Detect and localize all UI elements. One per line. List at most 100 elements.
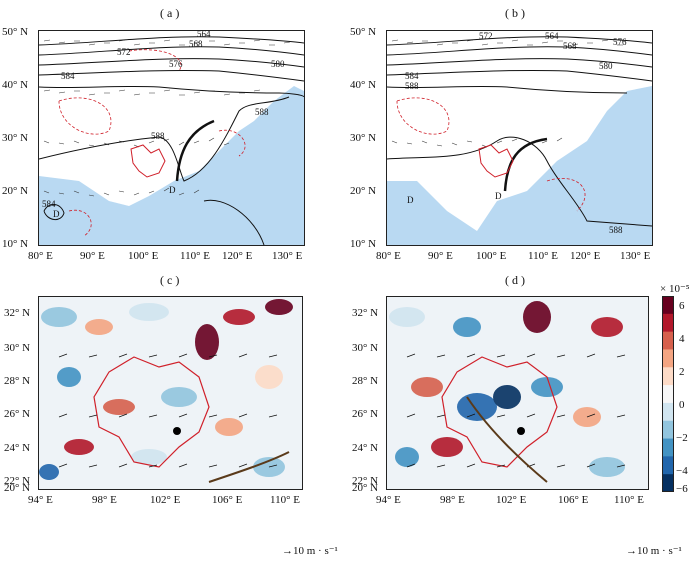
colorbar-segment xyxy=(662,420,674,440)
colorbar-segment xyxy=(662,296,674,315)
y-tick: 24° N xyxy=(4,442,31,454)
colorbar-segment xyxy=(662,438,674,457)
vorticity-map-c xyxy=(39,297,302,489)
colorbar-tick: 6 xyxy=(679,300,685,312)
panel-label-d: ( d ) xyxy=(505,273,525,287)
y-tick: 22° N xyxy=(4,475,31,487)
colorbar-tick: 2 xyxy=(679,366,685,378)
y-tick: 10° N xyxy=(2,238,29,250)
province-outline-d xyxy=(441,356,558,468)
y-tick: 50° N xyxy=(2,26,29,38)
contour-label: 572 xyxy=(479,31,493,41)
x-tick: 120° E xyxy=(570,250,601,262)
x-tick: 106° E xyxy=(212,494,243,506)
colorbar-tick: 4 xyxy=(679,333,685,345)
contour-label: 568 xyxy=(563,41,577,51)
blue-shading-b xyxy=(387,86,652,245)
contour-label: 588 xyxy=(609,225,623,235)
x-tick: 110° E xyxy=(180,250,210,262)
red-contours-a xyxy=(58,49,246,237)
province-outline-c xyxy=(93,356,210,468)
contour-label: 576 xyxy=(169,59,183,69)
y-tick: 20° N xyxy=(2,185,29,197)
x-tick: 80° E xyxy=(28,250,53,262)
y-tick: 40° N xyxy=(350,79,377,91)
vorticity-map-d xyxy=(387,297,648,489)
panel-label-b: ( b ) xyxy=(505,6,525,20)
x-tick: 102° E xyxy=(150,494,181,506)
x-tick: 98° E xyxy=(440,494,465,506)
x-tick: 98° E xyxy=(92,494,117,506)
colorbar-segment xyxy=(662,313,674,333)
colorbar-exponent: × 10⁻⁵ xyxy=(660,283,690,295)
colorbar-tick: −4 xyxy=(676,465,688,477)
contour-label: 564 xyxy=(545,31,559,41)
trough-line-d xyxy=(466,396,548,483)
y-tick: 30° N xyxy=(352,342,379,354)
x-tick: 106° E xyxy=(558,494,589,506)
colorbar-tick: −2 xyxy=(676,432,688,444)
colorbar-segment xyxy=(662,349,674,368)
x-tick: 100° E xyxy=(476,250,507,262)
y-tick: 30° N xyxy=(2,132,29,144)
station-dot-c xyxy=(173,427,181,435)
contour-label: 568 xyxy=(189,39,203,49)
contour-label: 580 xyxy=(599,61,613,71)
contour-label: 572 xyxy=(117,47,131,57)
trough-line-a xyxy=(175,119,215,182)
x-tick: 94° E xyxy=(376,494,401,506)
colorbar-segment xyxy=(662,367,674,386)
x-tick: 110° E xyxy=(270,494,300,506)
contour-label: D xyxy=(53,209,60,219)
geopotential-contours-a xyxy=(39,36,304,245)
y-tick: 20° N xyxy=(352,482,379,494)
x-tick: 102° E xyxy=(496,494,527,506)
y-tick: 26° N xyxy=(4,408,31,420)
y-tick: 32° N xyxy=(352,307,379,319)
contour-label: D xyxy=(169,185,176,195)
blue-shading-a xyxy=(39,86,304,245)
x-tick: 100° E xyxy=(128,250,159,262)
contour-label: 588 xyxy=(151,131,165,141)
y-tick: 10° N xyxy=(350,238,377,250)
contour-label: 584 xyxy=(405,71,419,81)
colorbar xyxy=(662,296,674,493)
colorbar-svg xyxy=(662,296,674,493)
colorbar-segment xyxy=(662,402,674,422)
contour-label: 588 xyxy=(255,107,269,117)
contour-label: D xyxy=(407,195,414,205)
x-tick: 130° E xyxy=(272,250,303,262)
synoptic-map-b: 572 564 568 576 580 584 588 588 D D xyxy=(387,31,652,245)
contour-label: 584 xyxy=(61,71,75,81)
colorbar-segment xyxy=(662,385,674,404)
y-tick: 40° N xyxy=(2,79,29,91)
station-dot-d xyxy=(517,427,525,435)
y-tick: 28° N xyxy=(4,375,31,387)
contour-label: 588 xyxy=(405,81,419,91)
x-tick: 94° E xyxy=(28,494,53,506)
x-tick: 130° E xyxy=(620,250,651,262)
trough-line-c xyxy=(208,451,290,483)
x-tick: 110° E xyxy=(528,250,558,262)
contour-label: 564 xyxy=(197,31,211,39)
trough-line-b xyxy=(503,137,548,192)
y-tick: 30° N xyxy=(350,132,377,144)
province-outline-a xyxy=(130,144,166,178)
vorticity-blobs-c xyxy=(39,299,293,480)
y-tick: 32° N xyxy=(4,307,31,319)
x-tick: 110° E xyxy=(614,494,644,506)
y-tick: 50° N xyxy=(350,26,377,38)
colorbar-border xyxy=(662,296,674,492)
panel-label-c: ( c ) xyxy=(160,273,180,287)
contour-label: D xyxy=(495,191,502,201)
y-tick: 24° N xyxy=(352,442,379,454)
y-tick: 30° N xyxy=(4,342,31,354)
contour-label: 584 xyxy=(42,199,56,209)
contour-label: 580 xyxy=(271,59,285,69)
y-tick: 22° N xyxy=(352,475,379,487)
y-tick: 20° N xyxy=(4,482,31,494)
x-tick: 80° E xyxy=(376,250,401,262)
x-tick: 90° E xyxy=(428,250,453,262)
colorbar-segment xyxy=(662,474,674,493)
y-tick: 28° N xyxy=(352,375,379,387)
